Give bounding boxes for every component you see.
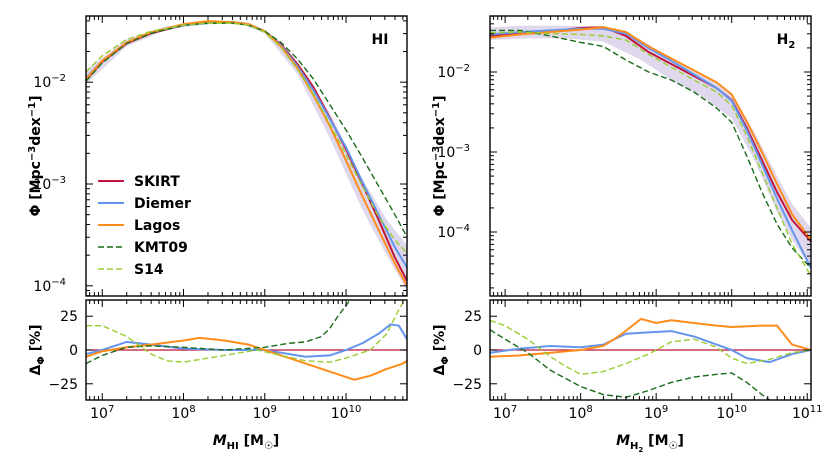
hi-residual-series-lines [86,300,407,381]
h2-ytick-label: 10−2 [437,63,470,81]
h2-xtick-label: 1011 [792,404,823,422]
h2-series-kmt09 [490,29,811,269]
hi-series-lagos [86,20,407,287]
h2-series-diemer [490,27,811,269]
h2-xtick-label: 1010 [716,404,747,422]
hi-main-series-lines [86,20,407,287]
hi-legend: SKIRT Diemer Lagos KMT09 S14 [98,174,191,278]
h2-main-ylabel: Φ [Mpc−3dex−1] [431,95,448,216]
hi-residual-frame [85,299,408,401]
h2-residual-series-lines [490,317,811,400]
h2-xtick-label: 107 [493,404,517,422]
h2-series-lagos [490,26,811,241]
h2-main-spread-band [490,25,811,268]
hi-xtick-exponent: 7 [108,404,114,415]
h2-panel-title-sub: 2 [788,40,795,51]
hi-xtick-label: 1010 [331,404,362,422]
h2-panel-title-main: H [777,32,789,48]
h2-panel: 10−2 10 −3 10−4 H2 Φ [Mpc−3dex−1] 107 108 109… [431,15,823,454]
hi-xtick-exponent: 8 [189,404,195,415]
hi-xtick-exponent: 9 [271,404,277,415]
legend-label-diemer: Diemer [134,196,191,212]
h2-xtick-label: 108 [569,404,593,422]
h2-series-s14 [490,31,811,277]
hi-panel: 10−2 10 −3 10−4 HI Φ [Mpc−3dex−1] SKIRT Diem… [27,15,408,452]
hi-main-ylabel: Φ [Mpc−3dex−1] [27,95,44,216]
h2-residual-ytick-label: 25 [464,309,482,325]
h2-xtick-exponent: 9 [662,404,668,415]
hi-xtick-exponent: 10 [349,404,362,415]
legend-label-kmt09: KMT09 [134,240,188,256]
h2-xtick-exponent: 8 [586,404,592,415]
h2-main-series-lines [490,26,811,277]
h2-main-frame [489,15,812,297]
hi-residual-kmt09 [86,300,351,365]
h2-xtick-exponent: 7 [511,404,517,415]
h2-xtick-exponent: 11 [810,404,823,415]
h2-residual-ylabel: ΔΦ [%] [432,324,451,375]
hi-ytick-label: 10−4 [33,277,66,295]
hi-residual-ytick-label: −25 [48,377,78,393]
h2-main-plot: 10−210−310−4 H2 Φ [Mpc−3dex−1] [431,15,812,297]
h2-residual-s14 [490,319,811,376]
hi-ytick-label: 10−2 [33,73,66,91]
hi-residual-lagos [86,336,407,381]
h2-spread-band-area [490,25,811,268]
hi-xtick-label: 107 [90,404,114,422]
legend-label-s14: S14 [134,262,164,278]
hi-xtick-label: 108 [171,404,195,422]
hi-main-plot: 10−210−310−4 HI Φ [Mpc−3dex−1] SKIRTDiem… [27,15,408,297]
h2-residual-kmt09 [490,329,770,400]
h2-residual-lagos [490,317,811,358]
h2-ytick-exponent: −2 [455,63,470,74]
legend-label-lagos: Lagos [134,218,180,234]
hi-ytick-exponent: −4 [51,277,66,288]
hi-panel-title: HI [372,32,389,48]
h2-xtick-label: 109 [644,404,668,422]
hi-ytick-exponent: −2 [51,73,66,84]
hi-xtick-label: 109 [253,404,277,422]
h2-ytick-label: 10−4 [437,223,470,241]
hi-residual-ytick-label: 25 [60,309,78,325]
hi-xlabel: MHI [M☉] [213,433,280,452]
hi-main-frame [85,15,408,297]
hi-series-kmt09 [86,22,407,238]
hi-residual-diemer [86,323,407,358]
h2-panel-title: H2 [777,32,796,51]
legend-label-skirt: SKIRT [134,174,180,190]
hi-series-s14 [86,22,407,254]
hi-ytick-exponent: −3 [51,175,66,186]
h2-residual-ytick-label: −25 [452,377,482,393]
h2-residual-ytick-label: 0 [473,343,482,359]
hi-residual-s14 [86,300,406,363]
hi-residual-ylabel: ΔΦ [%] [28,324,47,375]
hi-residual-ytick-label: 0 [69,343,78,359]
h2-residual-frame [489,299,812,401]
h2-ytick-exponent: −4 [455,223,470,234]
h2-xlabel: MH2 [M☉] [616,433,684,454]
h2-xtick-exponent: 10 [734,404,747,415]
h2-ytick-exponent: −3 [455,143,470,154]
